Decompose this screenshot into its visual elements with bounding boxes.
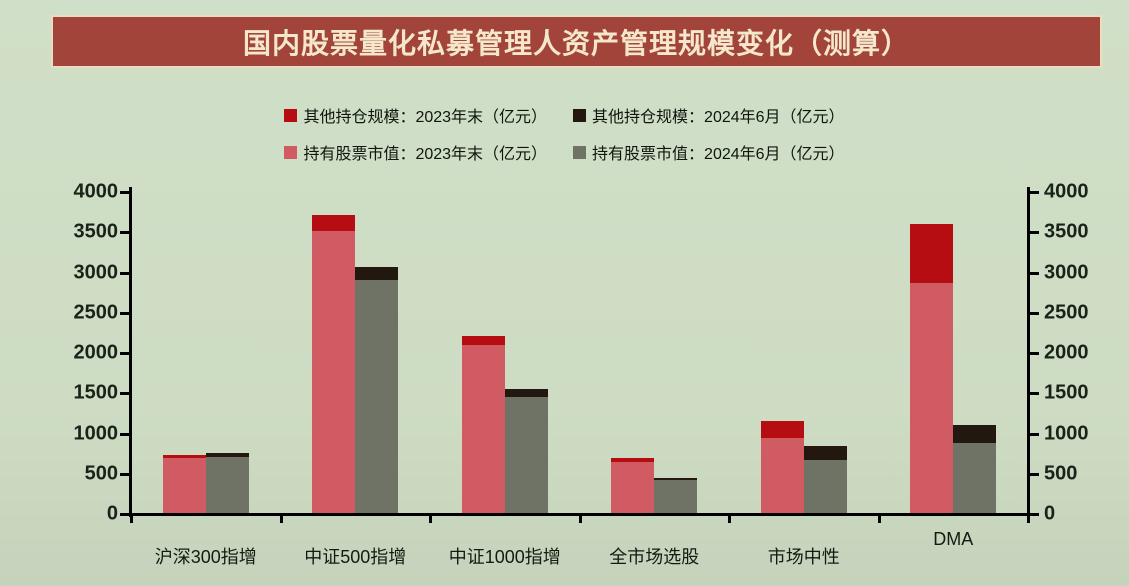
x-tick — [130, 516, 133, 523]
y-tick-right — [1029, 432, 1039, 436]
bar-segment — [461, 344, 505, 514]
bar-segment — [312, 230, 356, 514]
bar-segment — [953, 425, 997, 444]
chart-title: 国内股票量化私募管理人资产管理规模变化（测算） — [242, 27, 910, 59]
bar-segment — [803, 460, 847, 514]
bar-segment — [803, 446, 847, 461]
bar-segment — [760, 438, 804, 514]
bar-segment — [461, 336, 505, 345]
legend-item-other-2024: 其他持仓规模：2024年6月（亿元） — [573, 103, 845, 127]
bar-segment — [910, 224, 954, 283]
y-tick-label-left: 2500 — [73, 301, 119, 324]
x-tick — [1027, 516, 1030, 523]
x-tick — [279, 516, 283, 523]
x-tick — [429, 516, 432, 523]
bar-segment — [611, 457, 655, 462]
y-tick-label-left: 4000 — [73, 180, 119, 203]
bar-segment — [312, 215, 356, 231]
y-axis-left — [129, 187, 132, 517]
y-tick-label-right: 2500 — [1044, 301, 1089, 324]
legend-item-stock-2024: 持有股票市值：2024年6月（亿元） — [573, 140, 845, 164]
legend-item-stock-2023: 持有股票市值：2023年末（亿元） — [284, 140, 547, 164]
y-tick-label-right: 1000 — [1044, 422, 1089, 444]
legend-swatch-dark-red-icon — [284, 108, 298, 122]
x-axis — [122, 513, 1037, 516]
y-tick-label-left: 500 — [84, 462, 118, 485]
y-tick-label-right: 0 — [1044, 502, 1056, 525]
category-label: 沪深300指增 — [154, 547, 257, 567]
category-label: 中证1000指增 — [448, 547, 561, 567]
y-axis-right — [1027, 187, 1030, 517]
x-tick — [578, 516, 582, 523]
y-tick-label-left: 1000 — [73, 422, 119, 444]
legend-row: 持有股票市值：2023年末（亿元） 持有股票市值：2024年6月（亿元） — [284, 140, 845, 164]
bar-segment — [611, 461, 655, 514]
bar-segment — [162, 455, 206, 458]
chart-title-bar: 国内股票量化私募管理人资产管理规模变化（测算） — [51, 15, 1102, 68]
y-tick-label-left: 2000 — [73, 341, 119, 364]
y-tick-right — [1029, 271, 1039, 275]
y-tick-right — [1029, 231, 1039, 235]
y-tick-left — [120, 472, 130, 476]
y-tick-label-left: 3000 — [73, 261, 119, 283]
bar-segment — [654, 478, 698, 481]
y-tick-right — [1029, 472, 1039, 476]
bar-segment — [910, 282, 954, 514]
chart-legend: 其他持仓规模：2023年末（亿元） 其他持仓规模：2024年6月（亿元） 持有股… — [0, 103, 1129, 164]
legend-label: 其他持仓规模：2023年末（亿元） — [303, 109, 548, 126]
bar-segment — [504, 397, 548, 514]
y-tick-right — [1029, 311, 1039, 315]
legend-swatch-pink-icon — [284, 145, 298, 159]
category-label: DMA — [933, 529, 974, 549]
y-tick-right — [1029, 392, 1039, 396]
y-tick-label-right: 2000 — [1044, 341, 1089, 364]
y-tick-label-right: 1500 — [1044, 381, 1089, 404]
y-tick-label-right: 3000 — [1044, 261, 1089, 283]
y-tick-label-left: 3500 — [73, 220, 119, 243]
y-tick-right — [1029, 352, 1039, 355]
legend-label: 持有股票市值：2024年6月（亿元） — [592, 146, 845, 163]
y-tick-left — [120, 352, 130, 355]
bar-segment — [504, 389, 548, 398]
category-label: 市场中性 — [767, 547, 840, 567]
bar-segment — [205, 456, 249, 514]
bar-segment — [760, 421, 804, 439]
y-tick-left — [120, 191, 130, 194]
bar-segment — [953, 443, 997, 514]
y-tick-right — [1029, 191, 1039, 194]
category-label: 中证500指增 — [304, 547, 407, 567]
y-tick-left — [120, 513, 130, 516]
y-tick-label-right: 500 — [1044, 462, 1078, 485]
bar-segment — [355, 279, 399, 514]
legend-item-other-2023: 其他持仓规模：2023年末（亿元） — [284, 103, 547, 127]
bar-segment — [654, 480, 698, 514]
y-tick-label-right: 3500 — [1044, 220, 1089, 243]
y-tick-right — [1029, 513, 1039, 516]
legend-swatch-gray-icon — [573, 145, 587, 159]
y-tick-label-left: 0 — [106, 502, 118, 525]
bar-segment — [205, 453, 249, 457]
legend-row: 其他持仓规模：2023年末（亿元） 其他持仓规模：2024年6月（亿元） — [284, 103, 845, 127]
category-label: 全市场选股 — [609, 547, 700, 567]
y-tick-left — [120, 271, 130, 275]
legend-label: 持有股票市值：2023年末（亿元） — [303, 146, 548, 163]
y-tick-label-left: 1500 — [73, 381, 119, 404]
bar-segment — [162, 457, 206, 514]
legend-swatch-black-icon — [573, 108, 587, 122]
y-tick-label-right: 4000 — [1044, 180, 1089, 203]
x-tick — [877, 516, 881, 523]
legend-label: 其他持仓规模：2024年6月（亿元） — [592, 109, 845, 126]
x-tick — [728, 516, 731, 523]
y-tick-left — [120, 311, 130, 315]
y-tick-left — [120, 231, 130, 235]
bar-segment — [355, 266, 399, 280]
y-tick-left — [120, 432, 130, 436]
y-tick-left — [120, 392, 130, 396]
